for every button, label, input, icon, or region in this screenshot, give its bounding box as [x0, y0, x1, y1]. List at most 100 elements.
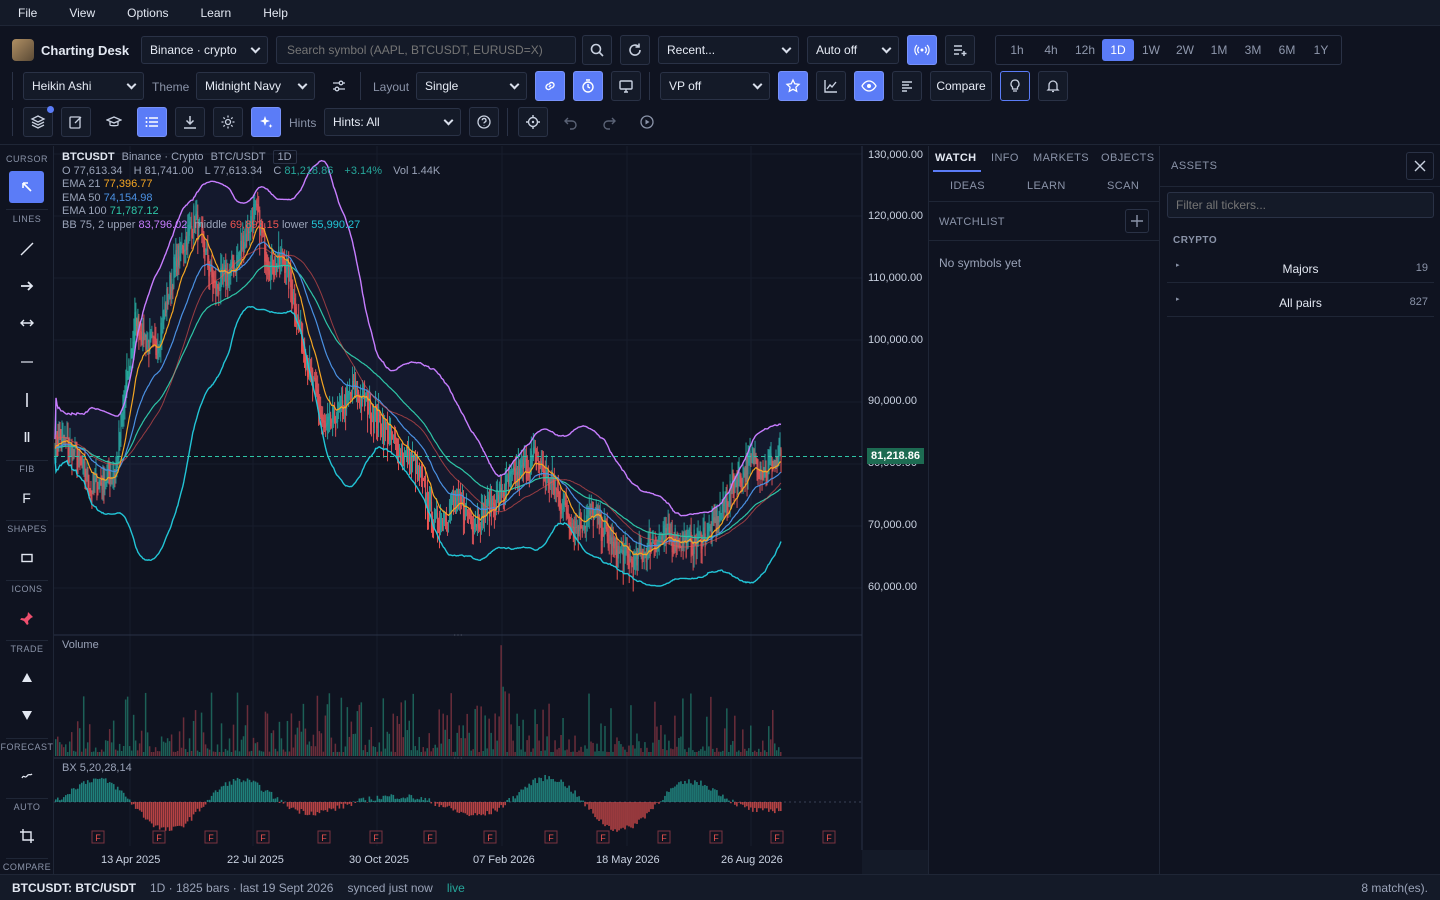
auto-select[interactable]: Auto off — [807, 36, 899, 64]
search-button[interactable] — [582, 35, 612, 65]
candle-body — [114, 475, 116, 477]
close-assets-button[interactable] — [1406, 152, 1434, 180]
add-list-button[interactable] — [945, 35, 975, 65]
symbol-search-input[interactable] — [276, 36, 576, 64]
layout-select[interactable]: Single — [416, 72, 527, 100]
rectangle-tool[interactable] — [9, 542, 44, 574]
volume-bar — [512, 740, 514, 756]
oscillator-bar — [456, 802, 459, 813]
settings-sliders-button[interactable] — [324, 71, 354, 101]
volume-profile-select[interactable]: VP off — [660, 72, 770, 100]
candle-body — [330, 414, 332, 427]
parallel-channel-tool[interactable] — [9, 421, 44, 453]
pin-tool[interactable] — [9, 602, 44, 634]
candle-body — [146, 341, 148, 343]
volume-bar — [486, 748, 488, 756]
add-symbol-button[interactable] — [1125, 209, 1149, 233]
tf-1d[interactable]: 1D — [1102, 39, 1134, 61]
tf-1w[interactable]: 1W — [1142, 43, 1160, 57]
extended-line-tool[interactable] — [9, 307, 44, 339]
brightness-button[interactable] — [213, 107, 243, 137]
edit-button[interactable] — [61, 107, 91, 137]
visibility-button[interactable] — [854, 71, 884, 101]
exchange-select[interactable]: Binance · crypto — [141, 36, 268, 64]
vertical-line-tool[interactable] — [9, 384, 44, 416]
chart-area[interactable]: F F F F F F F F F F F F F F ⋯ ⋯ BTCUSDT Binance · Crypt… — [54, 146, 928, 874]
asset-row-all-pairs[interactable]: ▸ All pairs 827 — [1167, 283, 1434, 317]
trendline-tool[interactable] — [9, 233, 44, 265]
asset-row-majors[interactable]: ▸ Majors 19 — [1167, 249, 1434, 283]
tf-3m[interactable]: 3M — [1244, 43, 1262, 57]
candle-body — [224, 265, 226, 272]
redo-button[interactable] — [594, 107, 624, 137]
tf-2w[interactable]: 2W — [1176, 43, 1194, 57]
ticker-filter-input[interactable] — [1167, 192, 1434, 218]
favorite-button[interactable] — [778, 71, 808, 101]
menu-view[interactable]: View — [69, 5, 96, 20]
candle-body — [313, 377, 315, 379]
candle-body — [513, 467, 515, 471]
broadcast-button[interactable] — [907, 35, 937, 65]
tab-markets[interactable]: MARKETS — [1033, 152, 1089, 164]
tf-12h[interactable]: 12h — [1074, 43, 1096, 57]
oscillator-bar — [386, 796, 389, 802]
ideas-button[interactable] — [1000, 71, 1030, 101]
long-position-tool[interactable] — [9, 662, 44, 694]
tab-scan[interactable]: SCAN — [1107, 180, 1140, 192]
candle-body — [661, 537, 663, 541]
menu-file[interactable]: File — [18, 5, 38, 20]
tf-1h[interactable]: 1h — [1010, 43, 1024, 57]
timer-button[interactable] — [573, 71, 603, 101]
fibonacci-tool[interactable]: F — [9, 482, 44, 514]
oscillator-bar — [424, 797, 427, 802]
menu-help[interactable]: Help — [263, 5, 288, 20]
layers-button[interactable] — [23, 106, 54, 137]
learn-button[interactable] — [99, 107, 129, 137]
tf-1m[interactable]: 1M — [1210, 43, 1228, 57]
list-button[interactable] — [137, 107, 167, 137]
help-button[interactable] — [469, 107, 499, 137]
tab-learn[interactable]: LEARN — [1027, 180, 1066, 192]
ray-tool[interactable] — [9, 270, 44, 302]
tab-objects[interactable]: OBJECTS — [1101, 152, 1155, 164]
theme-select[interactable]: Midnight Navy — [196, 72, 315, 100]
replay-button[interactable] — [632, 107, 662, 137]
candle-body — [668, 527, 670, 534]
alerts-button[interactable] — [1038, 71, 1068, 101]
oscillator-bar — [322, 802, 325, 811]
compare-button[interactable]: Compare — [930, 71, 992, 101]
oscillator-bar — [324, 802, 327, 811]
auto-crop-tool[interactable] — [9, 820, 44, 852]
horizontal-line-tool[interactable] — [9, 346, 44, 378]
tab-info[interactable]: INFO — [991, 152, 1019, 164]
depth-button[interactable] — [892, 71, 922, 101]
tf-4h[interactable]: 4h — [1044, 43, 1058, 57]
volume-bar — [644, 742, 646, 756]
volume-bar — [316, 695, 319, 756]
magic-button[interactable] — [251, 107, 281, 137]
undo-button[interactable] — [556, 107, 586, 137]
candle-body — [250, 216, 252, 233]
download-button[interactable] — [175, 107, 205, 137]
tab-watch[interactable]: WATCH — [935, 152, 977, 164]
monitor-button[interactable] — [611, 71, 641, 101]
menu-options[interactable]: Options — [127, 5, 169, 20]
indicators-button[interactable] — [816, 71, 846, 101]
hints-select[interactable]: Hints: All — [324, 108, 461, 136]
oscillator-bar — [254, 781, 257, 802]
link-button[interactable] — [535, 71, 565, 101]
cursor-tool[interactable] — [9, 171, 44, 203]
candle-body — [708, 525, 710, 531]
price-chart[interactable]: F F F F F F F F F F F F F F⋯⋯ — [54, 146, 928, 874]
forecast-tool[interactable] — [9, 760, 44, 792]
tf-6m[interactable]: 6M — [1278, 43, 1296, 57]
short-position-tool[interactable] — [9, 699, 44, 731]
forecast-marker-label: F — [156, 833, 162, 843]
menu-learn[interactable]: Learn — [200, 5, 232, 20]
tab-ideas[interactable]: IDEAS — [950, 180, 986, 192]
refresh-button[interactable] — [620, 35, 650, 65]
chart-type-select[interactable]: Heikin Ashi — [23, 72, 144, 100]
tf-1y[interactable]: 1Y — [1313, 43, 1329, 57]
recent-select[interactable]: Recent... — [658, 36, 799, 64]
crosshair-button[interactable] — [518, 107, 548, 137]
